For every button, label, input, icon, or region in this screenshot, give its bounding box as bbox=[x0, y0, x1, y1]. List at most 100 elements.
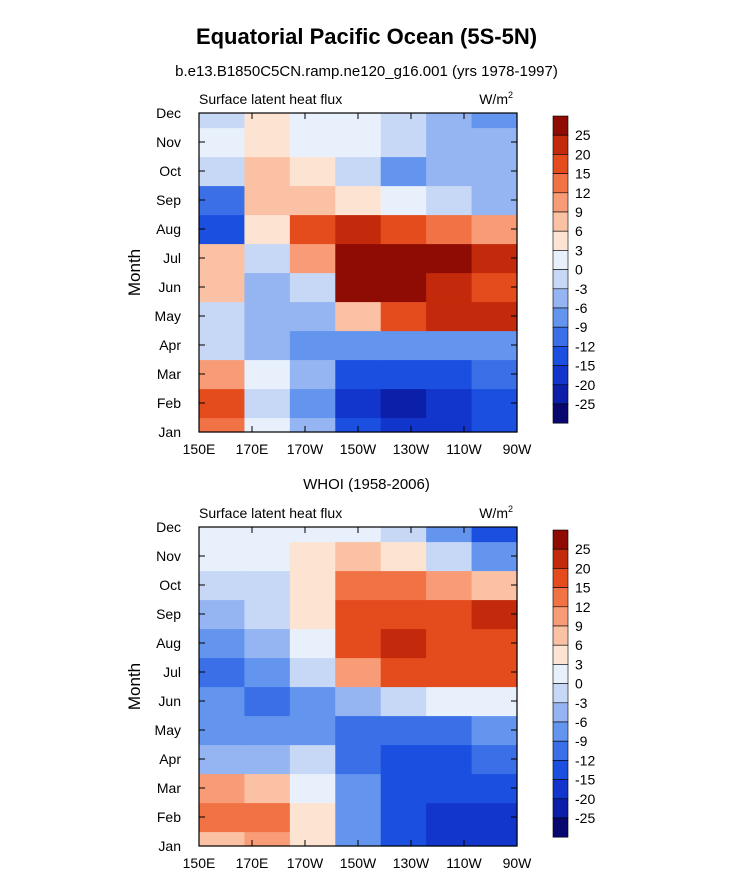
heatmap-cell bbox=[335, 214, 382, 245]
x-tick-label: 170E bbox=[236, 855, 269, 871]
y-axis-label: Month bbox=[125, 663, 144, 710]
colorbar-label: -3 bbox=[575, 695, 588, 711]
colorbar-box bbox=[552, 288, 569, 309]
heatmap-cell bbox=[289, 599, 336, 630]
heatmap-cell bbox=[335, 628, 382, 659]
heatmap-cell bbox=[199, 330, 246, 361]
y-tick-label: Nov bbox=[156, 134, 181, 150]
colorbar-box bbox=[552, 384, 569, 405]
heatmap-cell bbox=[335, 599, 382, 630]
colorbar-box bbox=[552, 365, 569, 386]
heatmap-cell bbox=[471, 272, 518, 303]
heatmap-cell bbox=[199, 185, 246, 216]
heatmap-cell bbox=[335, 802, 382, 833]
y-tick-label: Dec bbox=[156, 519, 181, 535]
heatmap-cell bbox=[244, 715, 291, 746]
heatmap-cell bbox=[199, 127, 246, 158]
heatmap-cell bbox=[289, 541, 336, 572]
heatmap-cell bbox=[244, 214, 291, 245]
heatmap-cell bbox=[289, 272, 336, 303]
heatmap-cell bbox=[471, 570, 518, 601]
heatmap-cell bbox=[289, 686, 336, 717]
y-tick-label: Jul bbox=[163, 250, 181, 266]
heatmap-cell bbox=[199, 599, 246, 630]
y-tick-label: Oct bbox=[159, 163, 181, 179]
heatmap-cell bbox=[199, 527, 246, 543]
heatmap-cell bbox=[426, 599, 473, 630]
colorbar-label: 3 bbox=[575, 242, 583, 258]
heatmap-cell bbox=[471, 330, 518, 361]
heatmap-cell bbox=[244, 831, 291, 847]
y-tick-label: Nov bbox=[156, 548, 181, 564]
heatmap-cell bbox=[335, 330, 382, 361]
colorbar-label: -12 bbox=[575, 752, 595, 768]
heatmap-cell bbox=[426, 541, 473, 572]
x-tick-label: 150W bbox=[340, 441, 377, 457]
y-tick-label: Mar bbox=[157, 780, 181, 796]
heatmap-cell bbox=[380, 657, 427, 688]
colorbar-box bbox=[552, 760, 569, 780]
heatmap-cell bbox=[199, 214, 246, 245]
heatmap-cell bbox=[199, 744, 246, 775]
colorbar-box bbox=[552, 625, 569, 646]
colorbar-label: 12 bbox=[575, 599, 591, 615]
heatmap-cell bbox=[471, 744, 518, 775]
colorbar-label: 12 bbox=[575, 185, 591, 201]
y-tick-label: Oct bbox=[159, 577, 181, 593]
colorbar-label: 15 bbox=[575, 580, 591, 596]
heatmap-cell bbox=[289, 715, 336, 746]
heatmap-cell bbox=[471, 657, 518, 688]
heatmap-cell bbox=[335, 527, 382, 543]
heatmap-cell bbox=[380, 628, 427, 659]
heatmap-cell bbox=[426, 330, 473, 361]
y-tick-label: Jan bbox=[158, 424, 181, 440]
heatmap-cell bbox=[289, 657, 336, 688]
heatmap-cell bbox=[426, 214, 473, 245]
heatmap-cell bbox=[426, 715, 473, 746]
heatmap-cell bbox=[471, 686, 518, 717]
heatmap-cell bbox=[244, 388, 291, 419]
heatmap-cell bbox=[289, 628, 336, 659]
heatmap-cell bbox=[426, 301, 473, 332]
colorbar-box bbox=[552, 568, 569, 588]
heatmap-cell bbox=[289, 527, 336, 543]
colorbar-box bbox=[552, 134, 569, 155]
heatmap-cell bbox=[244, 417, 291, 433]
heatmap-cell bbox=[335, 127, 382, 158]
heatmap-cell bbox=[380, 214, 427, 245]
heatmap-cell bbox=[244, 628, 291, 659]
x-tick-label: 110W bbox=[446, 855, 482, 871]
colorbar-box bbox=[552, 529, 569, 550]
heatmap-cell bbox=[426, 127, 473, 158]
colorbar-box bbox=[552, 307, 569, 328]
heatmap-cell bbox=[426, 527, 473, 543]
heatmap-cell bbox=[380, 570, 427, 601]
y-tick-label: Sep bbox=[156, 192, 181, 208]
heatmap-cell bbox=[426, 657, 473, 688]
colorbar-label: -9 bbox=[575, 733, 588, 749]
colorbar-box bbox=[552, 798, 569, 819]
colorbar-label: 25 bbox=[575, 541, 591, 557]
colorbar-box bbox=[552, 548, 569, 569]
colorbar-box bbox=[552, 154, 569, 174]
colorbar-label: -6 bbox=[575, 714, 588, 730]
heatmap-cell bbox=[380, 156, 427, 187]
y-tick-label: Dec bbox=[156, 105, 181, 121]
colorbar-box bbox=[552, 211, 569, 232]
heatmap-cell bbox=[199, 243, 246, 274]
heatmap-cell bbox=[380, 527, 427, 543]
heatmap-cell bbox=[289, 831, 336, 847]
colorbar-label: -20 bbox=[575, 377, 595, 393]
heatmap-cell bbox=[471, 773, 518, 804]
heatmap-cell bbox=[471, 628, 518, 659]
colorbar-box bbox=[552, 115, 569, 136]
colorbar-label: 9 bbox=[575, 204, 583, 220]
heatmap-cell bbox=[426, 628, 473, 659]
heatmap-cell bbox=[244, 570, 291, 601]
panel-variable-label: Surface latent heat flux bbox=[199, 91, 342, 107]
heatmap-cell bbox=[289, 127, 336, 158]
y-tick-label: Feb bbox=[157, 809, 181, 825]
heatmap-cell bbox=[335, 113, 382, 129]
heatmap-cell bbox=[380, 113, 427, 129]
